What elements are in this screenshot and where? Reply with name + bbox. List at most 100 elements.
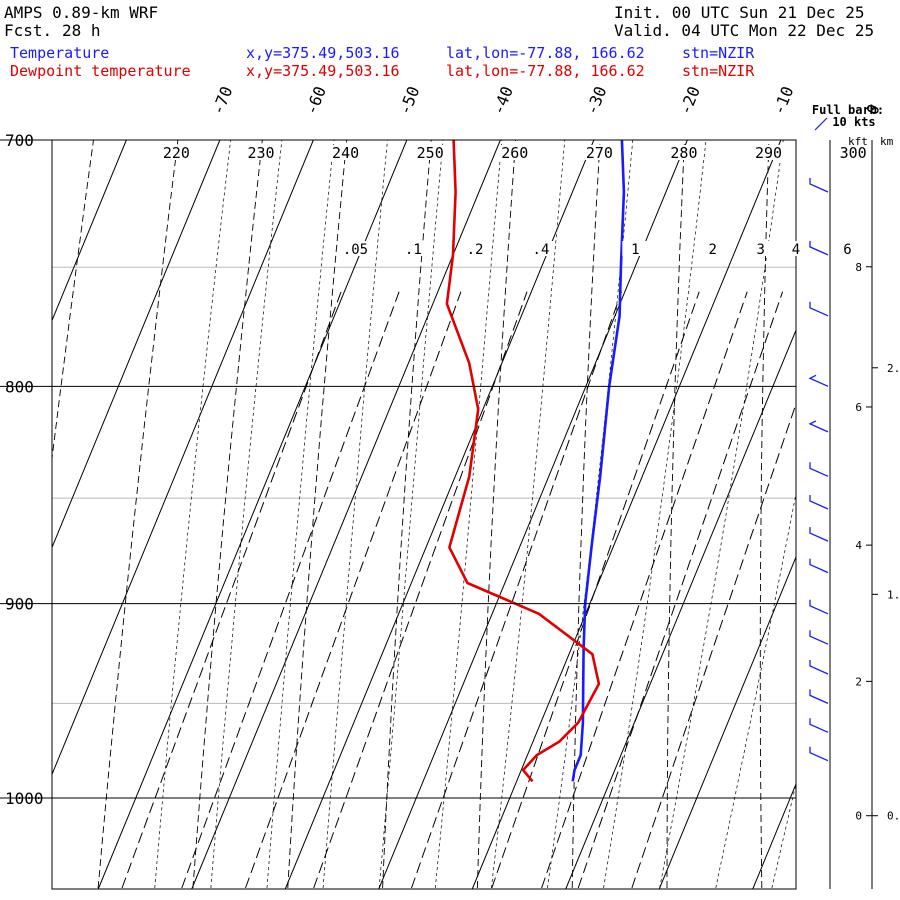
mixing-ratio-label: .05 <box>343 242 368 258</box>
mixing-ratio-label: .1 <box>405 242 422 258</box>
isotherm <box>565 328 796 889</box>
xy-coords-temp: x,y=375.49,503.16 <box>246 44 400 62</box>
label-backing <box>837 145 870 160</box>
barb-legend-sample <box>814 117 828 131</box>
mixing-ratio-label: 4 <box>792 242 800 258</box>
dry-adiabat <box>476 140 517 889</box>
kft-tick-label: 4 <box>855 539 862 552</box>
barb-legend-value: 10 kts <box>832 115 875 129</box>
moist-adiabat <box>715 492 796 889</box>
kft-tick-label: 6 <box>855 401 862 414</box>
kft-axis-label: kft <box>848 135 868 148</box>
dry-adiabat <box>382 140 432 889</box>
theta-label: 260 <box>501 144 528 162</box>
wind-barb <box>808 420 829 433</box>
wind-barb <box>809 746 829 762</box>
isotherm <box>658 555 796 889</box>
isotherm <box>471 140 782 889</box>
temperature-profile <box>571 140 626 782</box>
latlon-dew: lat,lon=-77.88, 166.62 <box>446 62 645 80</box>
label-backing <box>414 145 447 160</box>
isotherm <box>752 782 796 889</box>
dry-adiabat <box>0 114 13 889</box>
isotherm <box>52 140 221 549</box>
isotherm <box>52 140 314 776</box>
label-backing <box>834 241 861 256</box>
wind-barb <box>809 630 829 645</box>
sounding-profiles <box>445 140 626 783</box>
label-backing <box>622 241 649 256</box>
wind-barb <box>809 240 829 256</box>
theta-label: 300 <box>840 144 867 162</box>
label-backing <box>400 241 427 256</box>
mixing-ratio-line <box>181 291 400 889</box>
moist-adiabat <box>266 140 335 889</box>
mixing-ratio-label: .2 <box>467 242 484 258</box>
wind-barb <box>809 301 829 317</box>
theta-label: 280 <box>670 144 697 162</box>
mixing-ratio-line <box>313 291 528 889</box>
theta-label: 230 <box>247 144 274 162</box>
km-axis-label: km <box>880 135 894 148</box>
mixing-ratio-label: 6 <box>843 242 851 258</box>
moist-adiabat <box>434 140 503 889</box>
isotherm-label: -60 <box>301 84 329 118</box>
pressure-tick-label: 900 <box>5 595 34 614</box>
label-backing <box>747 241 774 256</box>
label-backing <box>462 241 489 256</box>
background-grid <box>0 114 796 889</box>
xy-coords-dew: x,y=375.49,503.16 <box>246 62 400 80</box>
height-axis: kft km 8 6 4 2 0 2. 1. 0. <box>848 135 900 889</box>
moist-adiabat <box>491 140 566 889</box>
mixing-ratio-line <box>491 291 700 889</box>
label-backing <box>160 145 193 160</box>
mixing-ratio-line <box>541 291 748 889</box>
label-backing <box>752 145 785 160</box>
wind-barb-column: Full barb:10 kts <box>808 103 884 889</box>
dry-adiabat <box>287 140 348 889</box>
moist-adiabat <box>210 140 283 889</box>
mixing-ratio-line <box>411 291 623 889</box>
dry-adiabat <box>97 140 179 889</box>
legend-dewpoint: Dewpoint temperature <box>10 62 191 80</box>
dewpoint-profile <box>445 140 601 783</box>
isotherm <box>378 140 688 889</box>
isotherm-label: -30 <box>582 84 610 118</box>
label-backing <box>782 241 809 256</box>
isotherm <box>284 140 595 889</box>
station-dew: stn=NZIR <box>682 62 755 80</box>
dry-adiabat <box>52 140 94 463</box>
station-temp: stn=NZIR <box>682 44 755 62</box>
mixing-ratio-line <box>577 291 784 889</box>
isotherm <box>0 140 33 889</box>
moist-adiabat <box>659 140 784 889</box>
label-backing <box>583 145 616 160</box>
label-backing <box>498 145 531 160</box>
label-backing <box>329 145 362 160</box>
mixing-ratio-label: 2 <box>709 242 717 258</box>
legend-temperature: Temperature <box>10 44 110 62</box>
wind-barb <box>809 495 829 510</box>
moist-adiabat <box>603 140 707 889</box>
wind-barb <box>809 558 829 574</box>
theta-label: 290 <box>755 144 782 162</box>
barb-legend-title: Full barb: <box>812 103 884 117</box>
forecast-hour: 28 h <box>62 21 101 40</box>
init-time: Init. 00 UTC Sun 21 Dec 25 <box>614 3 865 22</box>
isotherm-label: -10 <box>769 84 797 118</box>
isotherm <box>52 140 127 322</box>
kft-tick-label: 0 <box>855 810 862 823</box>
wind-barb <box>809 660 829 675</box>
mixing-ratio-label: 3 <box>756 242 764 258</box>
isotherm-label: -40 <box>488 84 516 118</box>
kft-tick-label: 8 <box>855 261 862 274</box>
model-title: AMPS 0.89-km WRF <box>4 3 159 22</box>
isotherm-label: -50 <box>395 84 423 118</box>
isotherm <box>191 140 501 889</box>
valid-time: Valid. 04 UTC Mon 22 Dec 25 <box>614 21 875 40</box>
mixing-ratio-line <box>121 291 342 889</box>
dry-adiabat <box>192 140 263 889</box>
label-backing <box>527 241 554 256</box>
kft-tick-label: 2 <box>855 675 862 688</box>
